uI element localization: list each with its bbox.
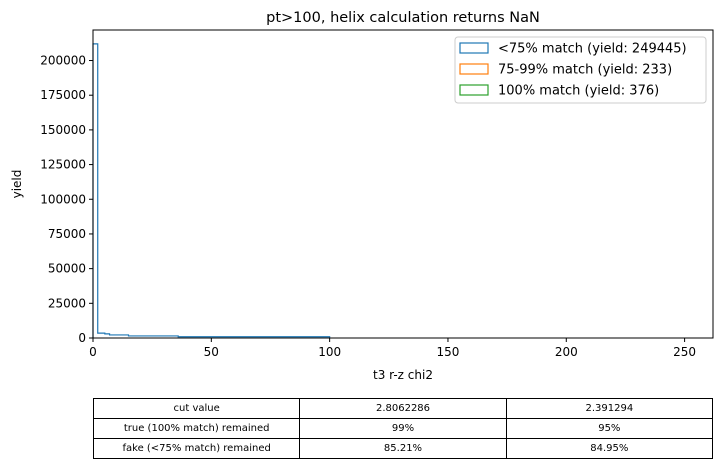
table-cell: cut value (92, 398, 301, 419)
legend-label: 75-99% match (yield: 233) (498, 63, 672, 78)
x-tick-label: 150 (437, 345, 460, 359)
x-tick-label: 100 (318, 345, 341, 359)
x-tick-label: 0 (89, 345, 97, 359)
plot-frame (92, 29, 714, 339)
legend-box (454, 36, 707, 104)
y-tick-label: 150000 (40, 123, 86, 137)
table-cell: true (100% match) remained (92, 418, 301, 439)
y-tick-label: 200000 (40, 54, 86, 68)
x-axis-label: t3 r-z chi2 (373, 368, 433, 382)
legend: <75% match (yield: 249445) 75-99% match (… (454, 36, 707, 104)
chart: pt>100, helix calculation returns NaN 0 5… (10, 10, 714, 382)
y-tick-label: 175000 (40, 88, 86, 102)
x-tick-label: 50 (204, 345, 219, 359)
y-axis-label: yield (10, 170, 24, 199)
histogram-series-0 (92, 43, 331, 338)
table-row: cut value 2.8062286 2.391294 (92, 398, 714, 419)
table-cell: 2.8062286 (299, 398, 507, 419)
table-row: true (100% match) remained 99% 95% (92, 418, 714, 439)
legend-swatch (459, 84, 489, 96)
table-cell: 85.21% (299, 438, 507, 459)
table-row: fake (<75% match) remained 85.21% 84.95% (92, 438, 714, 459)
table-cell: fake (<75% match) remained (92, 438, 301, 459)
table-cell: 99% (299, 418, 507, 439)
y-axis-ticks: 0 25000 50000 75000 100000 125000 150000 175000… (40, 54, 93, 345)
legend-swatch (459, 63, 489, 75)
table-cell: 2.391294 (505, 398, 714, 419)
chart-title: pt>100, helix calculation returns NaN (266, 10, 540, 26)
y-tick-label: 100000 (40, 192, 86, 206)
x-axis-ticks: 0 50 100 150 200 250 (89, 338, 696, 359)
legend-swatch (459, 42, 489, 54)
cut-summary-table: cut value 2.8062286 2.391294 true (100% … (92, 398, 714, 459)
y-tick-label: 0 (78, 331, 86, 345)
legend-label: 100% match (yield: 376) (498, 84, 659, 99)
table-cell: 84.95% (505, 438, 714, 459)
table-cell: 95% (505, 418, 714, 439)
plot-area (92, 43, 331, 338)
legend-label: <75% match (yield: 249445) (498, 42, 687, 57)
y-tick-label: 50000 (48, 262, 86, 276)
x-tick-label: 200 (555, 345, 578, 359)
x-tick-label: 250 (673, 345, 696, 359)
y-tick-label: 25000 (48, 296, 86, 310)
y-tick-label: 125000 (40, 158, 86, 172)
y-tick-label: 75000 (48, 227, 86, 241)
